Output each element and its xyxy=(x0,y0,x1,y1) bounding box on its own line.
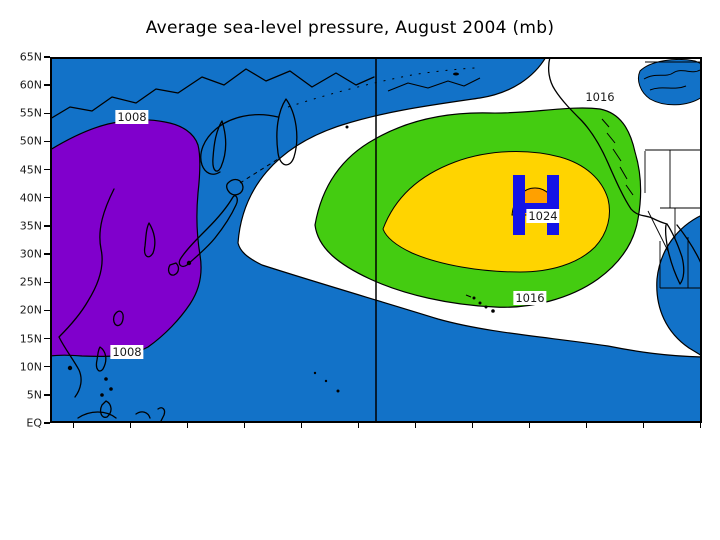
lon-tick-mark xyxy=(358,423,360,428)
lat-tick-label: 20N xyxy=(19,303,42,317)
lat-tick-label: 35N xyxy=(19,219,42,233)
lon-tick-mark xyxy=(472,423,474,428)
lat-tick-mark xyxy=(44,197,50,199)
lat-tick-mark xyxy=(44,168,50,171)
canada-lakes-lines xyxy=(643,69,701,91)
pacific-islet-1 xyxy=(313,371,317,375)
coastlines xyxy=(50,57,702,423)
lat-tick-label: EQ xyxy=(26,416,42,430)
lat-tick-mark xyxy=(44,112,50,114)
pressure-map xyxy=(50,57,702,423)
honshu-coast xyxy=(178,195,238,268)
map-canvas xyxy=(50,57,702,423)
lat-tick-mark xyxy=(44,422,50,424)
lat-tick-mark xyxy=(44,337,50,340)
shikoku-island xyxy=(186,260,192,266)
philippines-coast xyxy=(95,346,112,418)
lat-tick-label: 65N xyxy=(19,50,42,64)
baja-california-coast xyxy=(664,223,685,285)
kyushu-coast xyxy=(167,262,180,276)
contour-value-label: 1024 xyxy=(526,209,560,223)
lon-tick-mark xyxy=(700,423,702,428)
lat-tick-mark xyxy=(44,281,50,283)
hokkaido-coast xyxy=(226,178,244,196)
alaska-panhandle-islands xyxy=(601,118,634,196)
lat-tick-label: 10N xyxy=(19,360,42,374)
sakhalin-coast xyxy=(212,120,227,172)
lon-tick-mark xyxy=(73,423,75,428)
taiwan-coast xyxy=(112,310,124,327)
kamchatka-coast xyxy=(276,98,298,166)
lon-tick-mark xyxy=(187,423,189,428)
contour-value-label: 1016 xyxy=(583,90,617,104)
lat-tick-label: 30N xyxy=(19,247,42,261)
lon-tick-mark xyxy=(301,423,303,428)
seward-peninsula-coast xyxy=(387,77,481,92)
contour-value-label: 1008 xyxy=(115,110,149,124)
lat-tick-mark xyxy=(44,56,50,58)
lon-tick-mark xyxy=(586,423,588,428)
hawaii-island-2 xyxy=(478,301,482,305)
hawaii-island-1 xyxy=(472,296,476,300)
pacific-islet-3 xyxy=(336,389,340,393)
lat-tick-mark xyxy=(44,253,50,255)
siberia-coast xyxy=(50,68,375,120)
aleutian-islands xyxy=(287,67,476,108)
hawaii-island-4 xyxy=(491,309,495,313)
map-frame xyxy=(50,57,702,423)
philippine-islet-3 xyxy=(100,393,104,397)
state-borders xyxy=(644,61,702,289)
hawaii-island-3 xyxy=(484,305,488,309)
hainan-island xyxy=(67,365,73,371)
lon-tick-mark xyxy=(130,423,132,428)
lat-tick-label: 60N xyxy=(19,78,42,92)
lon-tick-mark xyxy=(529,423,531,428)
contour-value-label: 1008 xyxy=(110,345,144,359)
philippine-islet-2 xyxy=(109,387,113,391)
pacific-islet-2 xyxy=(324,379,328,383)
canada-low-region xyxy=(637,58,702,106)
okhotsk-coast xyxy=(200,114,279,175)
lat-tick-label: 15N xyxy=(19,332,42,346)
lat-tick-mark xyxy=(44,225,50,227)
indonesia-coast xyxy=(77,407,166,423)
chart-title: Average sea-level pressure, August 2004 … xyxy=(145,18,555,38)
lon-tick-mark xyxy=(643,423,645,428)
lat-tick-mark xyxy=(44,365,50,368)
philippine-islet-1 xyxy=(104,377,108,381)
contour-value-label: 1016 xyxy=(513,291,547,305)
china-coast xyxy=(58,188,115,398)
midway-islet xyxy=(345,125,349,129)
lat-tick-label: 55N xyxy=(19,106,42,120)
lat-tick-label: 5N xyxy=(26,388,42,402)
lon-tick-mark xyxy=(244,423,246,428)
korea-coast xyxy=(143,222,156,258)
lat-tick-mark xyxy=(44,309,50,312)
lat-tick-label: 25N xyxy=(19,275,42,289)
lat-tick-mark xyxy=(44,140,50,143)
lat-tick-label: 50N xyxy=(19,134,42,148)
lat-tick-label: 45N xyxy=(19,163,42,177)
lon-tick-mark xyxy=(415,423,417,428)
lat-tick-label: 40N xyxy=(19,191,42,205)
st-lawrence-island xyxy=(453,72,459,76)
lat-tick-mark xyxy=(44,394,50,396)
hawaii-chain-mark xyxy=(465,294,472,298)
lat-tick-mark xyxy=(44,84,50,86)
